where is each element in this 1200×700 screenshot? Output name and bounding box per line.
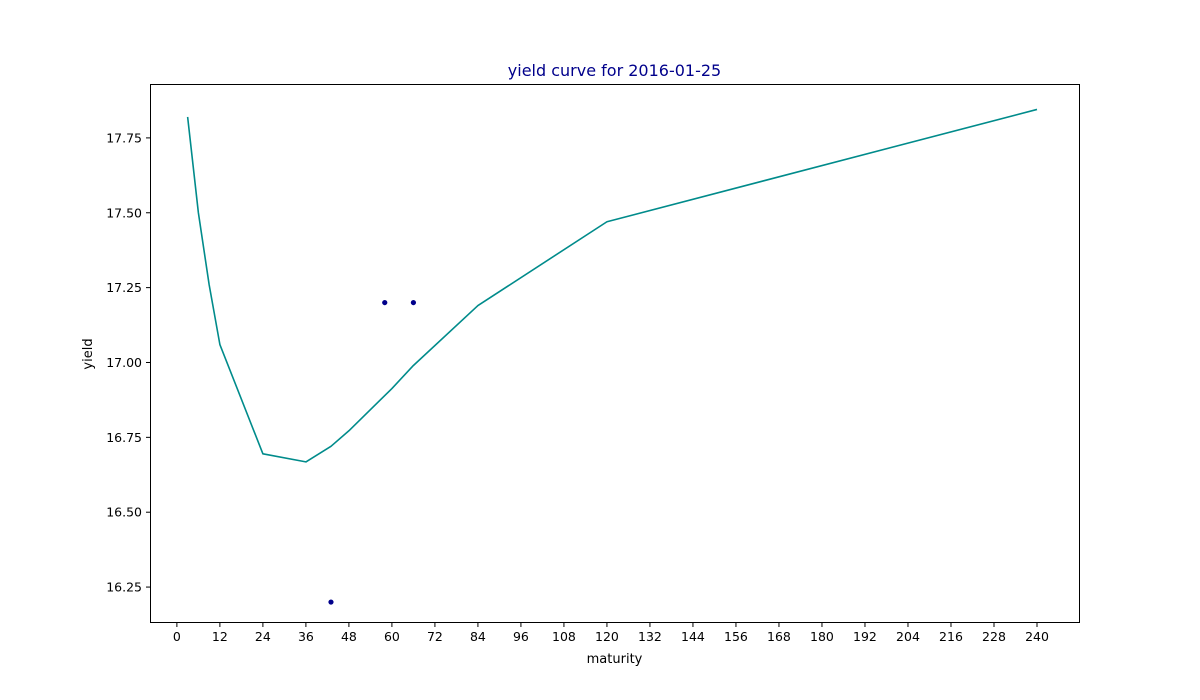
x-tick-label: 48 (341, 629, 357, 644)
plot-area (186, 108, 1038, 605)
x-tick-label: 180 (810, 629, 834, 644)
x-tick-label: 36 (298, 629, 314, 644)
x-tick-label: 144 (681, 629, 705, 644)
plot-frame (150, 84, 1080, 623)
x-tick-label: 12 (212, 629, 228, 644)
x-tick-label: 132 (638, 629, 662, 644)
y-axis-label: yield (81, 338, 96, 369)
x-tick-label: 156 (724, 629, 748, 644)
y-tick-label: 16.75 (106, 430, 142, 445)
data-point (382, 299, 388, 306)
y-tick-label: 17.75 (106, 130, 142, 145)
x-tick-label: 192 (853, 629, 877, 644)
x-tick-label: 204 (896, 629, 920, 644)
x-tick-label: 168 (767, 629, 791, 644)
y-tick-label: 16.50 (106, 505, 142, 520)
x-tick-label: 96 (513, 629, 529, 644)
data-point (410, 299, 417, 306)
x-tick-label: 120 (595, 629, 619, 644)
x-tick-label: 24 (255, 629, 271, 644)
x-axis: 0 12 24 36 48 60 72 84 96 108 120 132 144 156 168 180 19… (173, 623, 1049, 644)
yield-curve-line (186, 108, 1038, 463)
y-axis: 16.25 16.50 16.75 17.00 17.25 17.50 17.75 (106, 130, 150, 595)
x-tick-label: 216 (939, 629, 963, 644)
x-tick-label: 0 (173, 629, 181, 644)
y-tick-label: 17.50 (106, 205, 142, 220)
data-point (328, 599, 334, 605)
x-tick-label: 72 (427, 629, 443, 644)
y-tick-label: 17.25 (106, 280, 142, 295)
x-axis-label: maturity (587, 652, 643, 667)
x-tick-label: 60 (384, 629, 400, 644)
y-tick-label: 17.00 (106, 355, 142, 370)
chart-title: yield curve for 2016-01-25 (508, 61, 721, 80)
x-tick-label: 228 (982, 629, 1006, 644)
x-tick-label: 108 (552, 629, 576, 644)
x-tick-label: 84 (470, 629, 486, 644)
x-tick-label: 240 (1025, 629, 1049, 644)
y-tick-label: 16.25 (106, 580, 142, 595)
